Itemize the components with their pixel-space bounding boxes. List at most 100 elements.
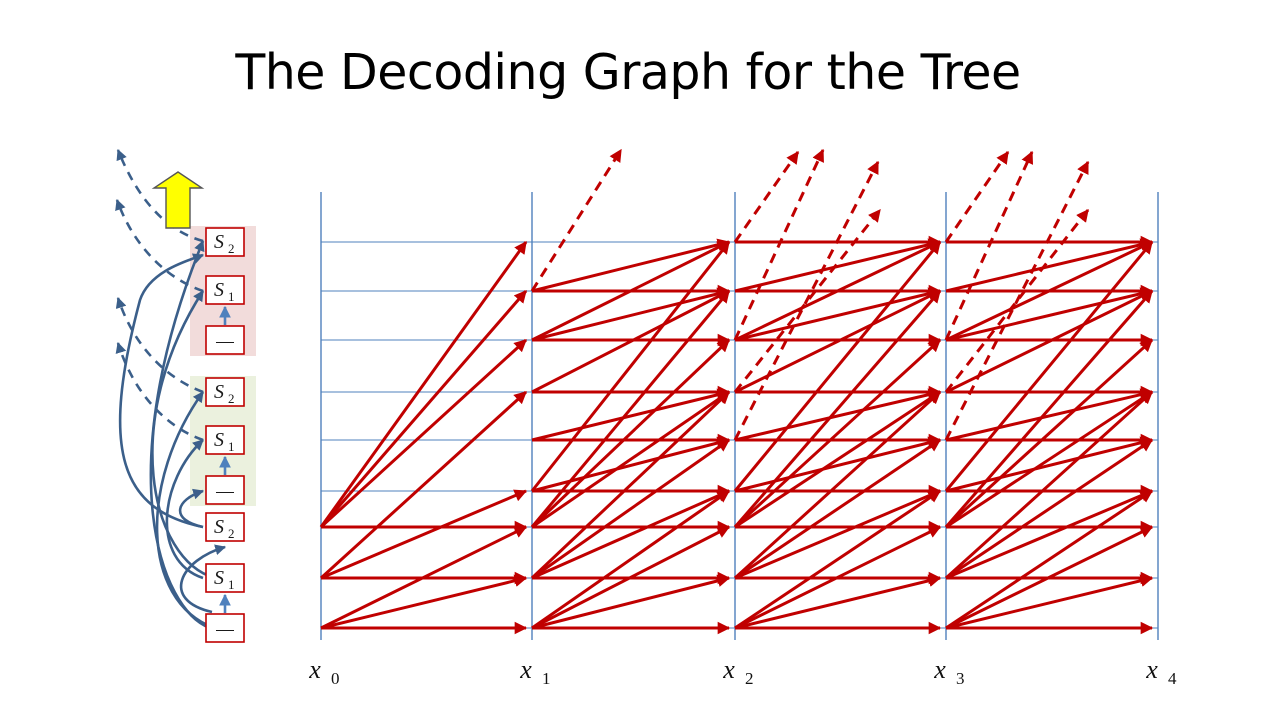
svg-text:2: 2 bbox=[228, 391, 235, 406]
transition-edge bbox=[733, 241, 942, 492]
dashed-transition-edge bbox=[733, 209, 882, 393]
dashed-transition-edge bbox=[944, 209, 1090, 393]
transition-edge bbox=[945, 238, 1154, 293]
transition-edge bbox=[734, 238, 942, 293]
svg-text:—: — bbox=[215, 618, 234, 640]
transition-edge bbox=[945, 240, 1154, 342]
tree-link bbox=[155, 391, 215, 630]
transition-edge bbox=[319, 338, 528, 529]
svg-text:4: 4 bbox=[1168, 669, 1177, 688]
transition-edge bbox=[733, 338, 942, 529]
transition-edge bbox=[319, 290, 528, 528]
svg-text:S: S bbox=[214, 516, 224, 538]
transition-edge bbox=[734, 525, 942, 630]
dashed-tree-link bbox=[115, 296, 204, 394]
svg-text:0: 0 bbox=[331, 669, 340, 688]
dashed-tree-link bbox=[116, 148, 204, 243]
tree-link bbox=[179, 544, 227, 614]
dashed-transition-edge bbox=[733, 150, 800, 243]
dashed-transition-edge bbox=[733, 148, 825, 341]
svg-text:1: 1 bbox=[542, 669, 551, 688]
transition-edge bbox=[531, 388, 731, 442]
svg-text:x: x bbox=[933, 655, 946, 684]
svg-text:S: S bbox=[214, 231, 224, 253]
transition-edge bbox=[944, 241, 1154, 492]
dashed-transition-edge bbox=[733, 160, 880, 441]
transition-edge bbox=[944, 390, 1154, 580]
transition-edge bbox=[530, 390, 731, 580]
svg-text:x: x bbox=[1145, 655, 1158, 684]
transition-edge bbox=[531, 525, 731, 630]
transition-edge bbox=[734, 436, 942, 493]
transition-edge bbox=[320, 489, 528, 580]
transition-edge bbox=[733, 390, 942, 580]
transition-edge bbox=[531, 574, 731, 630]
state-node-empty: — bbox=[205, 325, 245, 355]
transition-edge bbox=[945, 388, 1154, 442]
tree-structure: S 2S 1—S 2S 1—S 2S 1— bbox=[115, 148, 256, 643]
svg-text:2: 2 bbox=[228, 241, 235, 256]
transition-edge bbox=[945, 525, 1154, 630]
dashed-tree-link bbox=[115, 341, 204, 442]
svg-text:x: x bbox=[722, 655, 735, 684]
transition-edge bbox=[530, 338, 731, 529]
transition-edge bbox=[734, 574, 942, 630]
transition-edge bbox=[944, 290, 1154, 528]
state-node-empty: — bbox=[205, 475, 245, 505]
yellow-up-arrow-icon bbox=[151, 171, 205, 229]
svg-text:3: 3 bbox=[956, 669, 965, 688]
tree-link bbox=[178, 488, 205, 529]
state-node-empty: — bbox=[205, 613, 245, 643]
dashed-transition-edge bbox=[944, 150, 1010, 243]
transition-edge bbox=[945, 438, 1154, 580]
svg-text:S: S bbox=[214, 567, 224, 589]
transition-edge bbox=[734, 390, 942, 529]
transition-edge bbox=[734, 438, 942, 580]
svg-text:S: S bbox=[214, 429, 224, 451]
transition-edge bbox=[531, 489, 731, 630]
transition-edge bbox=[320, 525, 528, 630]
svg-text:S: S bbox=[214, 381, 224, 403]
transition-edge bbox=[530, 241, 731, 492]
transition-edge bbox=[734, 240, 942, 342]
transition-edge bbox=[531, 438, 731, 580]
transition-edge bbox=[734, 489, 942, 630]
svg-text:—: — bbox=[215, 480, 234, 502]
transition-edge bbox=[530, 290, 731, 528]
transition-edges bbox=[319, 148, 1154, 635]
transition-edge bbox=[320, 574, 528, 630]
dashed-transition-edge bbox=[530, 148, 623, 292]
transition-edge bbox=[531, 287, 731, 342]
transition-edge bbox=[531, 238, 731, 293]
transition-edge bbox=[531, 289, 731, 394]
svg-text:1: 1 bbox=[228, 289, 235, 304]
svg-text:—: — bbox=[215, 330, 234, 352]
svg-text:1: 1 bbox=[228, 439, 235, 454]
transition-edge bbox=[945, 287, 1154, 342]
svg-text:1: 1 bbox=[228, 577, 235, 592]
transition-edge bbox=[531, 390, 731, 529]
transition-edge bbox=[319, 390, 528, 580]
transition-edge bbox=[945, 574, 1154, 630]
svg-text:x: x bbox=[519, 655, 532, 684]
dashed-tree-link bbox=[115, 198, 204, 293]
transition-edge bbox=[531, 489, 731, 580]
transition-edge bbox=[734, 287, 942, 342]
dashed-transition-edge bbox=[944, 150, 1034, 341]
transition-edge bbox=[531, 240, 731, 342]
dashed-transition-edge bbox=[944, 160, 1090, 441]
slide-title: The Decoding Graph for the Tree bbox=[235, 44, 1021, 101]
transition-edge bbox=[733, 290, 942, 528]
svg-text:S: S bbox=[214, 279, 224, 301]
